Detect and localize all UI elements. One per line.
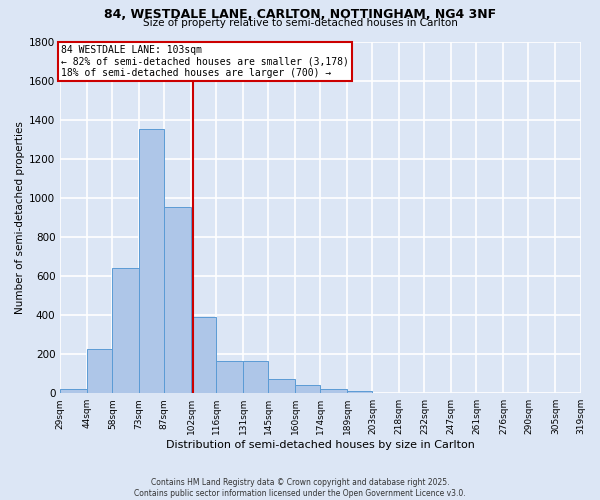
Bar bbox=[268, 378, 295, 393]
Text: Contains HM Land Registry data © Crown copyright and database right 2025.
Contai: Contains HM Land Registry data © Crown c… bbox=[134, 478, 466, 498]
Y-axis label: Number of semi-detached properties: Number of semi-detached properties bbox=[15, 121, 25, 314]
Bar bbox=[243, 361, 268, 393]
Bar bbox=[139, 130, 164, 393]
Bar bbox=[217, 361, 243, 393]
X-axis label: Distribution of semi-detached houses by size in Carlton: Distribution of semi-detached houses by … bbox=[166, 440, 475, 450]
Bar bbox=[191, 317, 217, 393]
Bar bbox=[60, 390, 87, 393]
Bar bbox=[164, 206, 191, 393]
Text: Size of property relative to semi-detached houses in Carlton: Size of property relative to semi-detach… bbox=[143, 18, 457, 28]
Text: 84 WESTDALE LANE: 103sqm
← 82% of semi-detached houses are smaller (3,178)
18% o: 84 WESTDALE LANE: 103sqm ← 82% of semi-d… bbox=[61, 45, 349, 78]
Bar bbox=[295, 386, 320, 393]
Bar bbox=[320, 390, 347, 393]
Bar bbox=[112, 268, 139, 393]
Bar bbox=[87, 349, 112, 393]
Bar bbox=[347, 392, 373, 393]
Text: 84, WESTDALE LANE, CARLTON, NOTTINGHAM, NG4 3NF: 84, WESTDALE LANE, CARLTON, NOTTINGHAM, … bbox=[104, 8, 496, 20]
